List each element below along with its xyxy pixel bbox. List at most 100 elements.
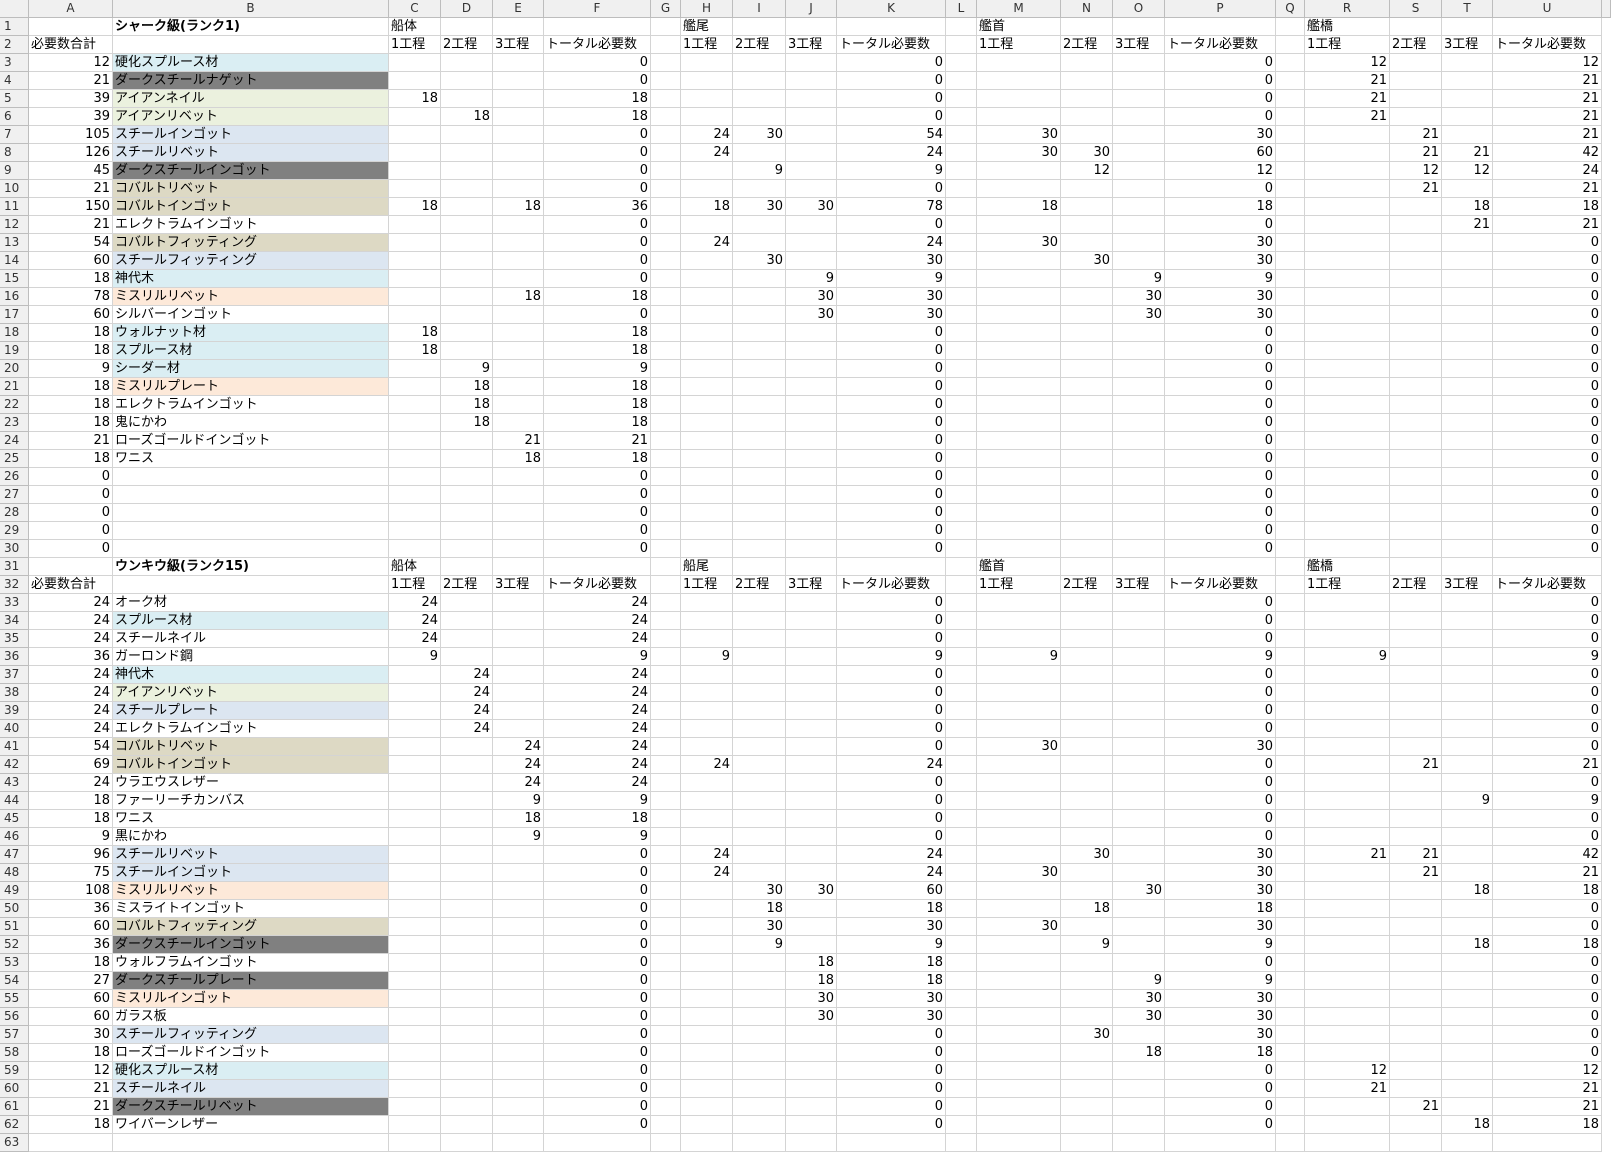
cell-R49[interactable] xyxy=(1305,882,1390,900)
cell-P47[interactable]: 30 xyxy=(1165,846,1276,864)
cell-N26[interactable] xyxy=(1061,468,1113,486)
cell-E57[interactable] xyxy=(493,1026,544,1044)
cell-K45[interactable]: 0 xyxy=(837,810,946,828)
cell-F23[interactable]: 18 xyxy=(544,414,651,432)
cell-D44[interactable] xyxy=(441,792,493,810)
cell-G20[interactable] xyxy=(651,360,681,378)
row-header[interactable]: 33 xyxy=(0,594,29,612)
cell-B8[interactable]: スチールリベット xyxy=(113,144,389,162)
cell-Q42[interactable] xyxy=(1276,756,1305,774)
cell-C3[interactable] xyxy=(389,54,441,72)
cell-L3[interactable] xyxy=(946,54,977,72)
cell-U43[interactable]: 0 xyxy=(1493,774,1602,792)
cell-R34[interactable] xyxy=(1305,612,1390,630)
cell-F36[interactable]: 9 xyxy=(544,648,651,666)
row-header[interactable]: 31 xyxy=(0,558,29,576)
cell-B49[interactable]: ミスリルリベット xyxy=(113,882,389,900)
cell-Q54[interactable] xyxy=(1276,972,1305,990)
cell-S59[interactable] xyxy=(1390,1062,1442,1080)
cell-M61[interactable] xyxy=(977,1098,1061,1116)
cell-J44[interactable] xyxy=(786,792,837,810)
cell-K31[interactable] xyxy=(837,558,946,576)
cell-Q43[interactable] xyxy=(1276,774,1305,792)
cell-H40[interactable] xyxy=(681,720,733,738)
cell-L17[interactable] xyxy=(946,306,977,324)
cell-R51[interactable] xyxy=(1305,918,1390,936)
cell-D24[interactable] xyxy=(441,432,493,450)
cell-A55[interactable]: 60 xyxy=(29,990,113,1008)
cell-R3[interactable]: 12 xyxy=(1305,54,1390,72)
cell-S20[interactable] xyxy=(1390,360,1442,378)
cell-J38[interactable] xyxy=(786,684,837,702)
cell-B56[interactable]: ガラス板 xyxy=(113,1008,389,1026)
cell-J17[interactable]: 30 xyxy=(786,306,837,324)
cell-M20[interactable] xyxy=(977,360,1061,378)
cell-F18[interactable]: 18 xyxy=(544,324,651,342)
cell-H30[interactable] xyxy=(681,540,733,558)
cell-D53[interactable] xyxy=(441,954,493,972)
cell-A51[interactable]: 60 xyxy=(29,918,113,936)
cell-F37[interactable]: 24 xyxy=(544,666,651,684)
cell-U58[interactable]: 0 xyxy=(1493,1044,1602,1062)
row-header[interactable]: 43 xyxy=(0,774,29,792)
cell-R45[interactable] xyxy=(1305,810,1390,828)
cell-I9[interactable]: 9 xyxy=(733,162,786,180)
cell-I61[interactable] xyxy=(733,1098,786,1116)
cell-M54[interactable] xyxy=(977,972,1061,990)
cell-M35[interactable] xyxy=(977,630,1061,648)
cell-H60[interactable] xyxy=(681,1080,733,1098)
cell-N42[interactable] xyxy=(1061,756,1113,774)
cell-T2[interactable]: 3工程 xyxy=(1442,36,1493,54)
cell-A40[interactable]: 24 xyxy=(29,720,113,738)
cell-N51[interactable] xyxy=(1061,918,1113,936)
cell-K9[interactable]: 9 xyxy=(837,162,946,180)
row-header[interactable]: 58 xyxy=(0,1044,29,1062)
cell-N40[interactable] xyxy=(1061,720,1113,738)
cell-D14[interactable] xyxy=(441,252,493,270)
cell-R4[interactable]: 21 xyxy=(1305,72,1390,90)
cell-A58[interactable]: 18 xyxy=(29,1044,113,1062)
cell-L19[interactable] xyxy=(946,342,977,360)
cell-A46[interactable]: 9 xyxy=(29,828,113,846)
cell-S44[interactable] xyxy=(1390,792,1442,810)
cell-D21[interactable]: 18 xyxy=(441,378,493,396)
cell-T47[interactable] xyxy=(1442,846,1493,864)
cell-O23[interactable] xyxy=(1113,414,1165,432)
cell-A14[interactable]: 60 xyxy=(29,252,113,270)
cell-T46[interactable] xyxy=(1442,828,1493,846)
cell-K34[interactable]: 0 xyxy=(837,612,946,630)
cell-G17[interactable] xyxy=(651,306,681,324)
cell-B24[interactable]: ローズゴールドインゴット xyxy=(113,432,389,450)
cell-L50[interactable] xyxy=(946,900,977,918)
cell-J63[interactable] xyxy=(786,1134,837,1152)
cell-S28[interactable] xyxy=(1390,504,1442,522)
cell-M49[interactable] xyxy=(977,882,1061,900)
cell-R32[interactable]: 1工程 xyxy=(1305,576,1390,594)
cell-E8[interactable] xyxy=(493,144,544,162)
cell-R48[interactable] xyxy=(1305,864,1390,882)
cell-E28[interactable] xyxy=(493,504,544,522)
cell-H13[interactable]: 24 xyxy=(681,234,733,252)
cell-H43[interactable] xyxy=(681,774,733,792)
cell-E24[interactable]: 21 xyxy=(493,432,544,450)
cell-Q5[interactable] xyxy=(1276,90,1305,108)
cell-F20[interactable]: 9 xyxy=(544,360,651,378)
cell-S50[interactable] xyxy=(1390,900,1442,918)
cell-Q26[interactable] xyxy=(1276,468,1305,486)
cell-I49[interactable]: 30 xyxy=(733,882,786,900)
cell-J48[interactable] xyxy=(786,864,837,882)
row-header[interactable]: 8 xyxy=(0,144,29,162)
cell-N41[interactable] xyxy=(1061,738,1113,756)
cell-K51[interactable]: 30 xyxy=(837,918,946,936)
cell-R12[interactable] xyxy=(1305,216,1390,234)
cell-L53[interactable] xyxy=(946,954,977,972)
cell-F39[interactable]: 24 xyxy=(544,702,651,720)
cell-C53[interactable] xyxy=(389,954,441,972)
cell-M58[interactable] xyxy=(977,1044,1061,1062)
cell-O60[interactable] xyxy=(1113,1080,1165,1098)
cell-O36[interactable] xyxy=(1113,648,1165,666)
cell-D39[interactable]: 24 xyxy=(441,702,493,720)
cell-A13[interactable]: 54 xyxy=(29,234,113,252)
cell-A33[interactable]: 24 xyxy=(29,594,113,612)
cell-Q52[interactable] xyxy=(1276,936,1305,954)
